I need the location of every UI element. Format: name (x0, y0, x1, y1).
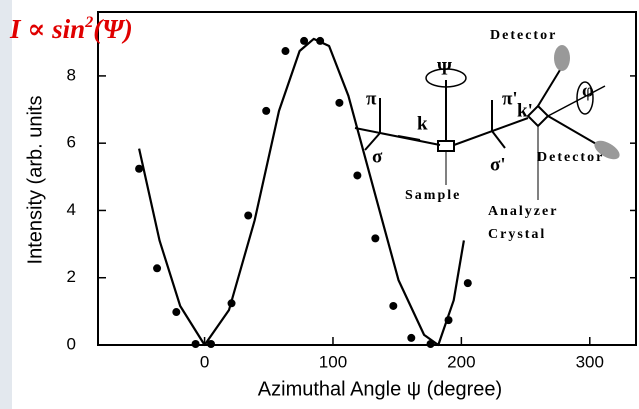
psi-rotation (425, 68, 467, 88)
phi-rotation (576, 81, 594, 115)
beam-right (547, 115, 599, 146)
data-point (206, 339, 215, 348)
inset-diagram (354, 68, 606, 200)
side-strip (0, 0, 12, 409)
beam-out (453, 117, 529, 146)
beam-up (537, 69, 561, 107)
data-point (262, 106, 271, 115)
data-point (172, 308, 181, 317)
inset-symbol: φ (582, 80, 594, 101)
x-tick-label: 100 (319, 352, 347, 371)
inset-label: Detector (537, 150, 604, 165)
detector-top (554, 45, 570, 71)
data-point (191, 339, 200, 348)
inset-symbol: σ' (490, 154, 506, 175)
x-tick-label: 200 (447, 352, 475, 371)
y-tick-label: 6 (67, 133, 76, 152)
sigma-vector (364, 132, 381, 151)
plot-frame (97, 11, 637, 346)
inset-label: Crystal (488, 227, 546, 242)
detector-right (594, 140, 620, 160)
data-point (353, 171, 362, 180)
x-tick-label: 300 (576, 352, 604, 371)
inset-symbol: k (417, 113, 428, 134)
y-tick-label: 8 (67, 65, 76, 84)
y-tick-label: 4 (67, 200, 76, 219)
data-point (281, 47, 290, 56)
formula-arg: (Ψ) (93, 14, 133, 44)
inset-symbol: σ (372, 146, 383, 167)
inset-symbol: π' (502, 88, 518, 109)
data-point (463, 279, 472, 288)
data-point (244, 211, 253, 220)
data-point (335, 98, 344, 107)
formula-base: I ∝ sin (9, 14, 85, 44)
data-point (300, 36, 309, 45)
sigma-prime-vector (491, 130, 506, 149)
inset-symbol: Ψ (437, 58, 452, 79)
formula: I ∝ sin2(Ψ) (9, 14, 133, 45)
sample (437, 140, 455, 152)
x-axis-label: Azimuthal Angle ψ (degree) (258, 378, 502, 400)
y-axis-label: Intensity (arb. units (24, 96, 46, 265)
inset-label: Analyzer (488, 204, 558, 219)
data-point (153, 264, 162, 273)
data-point (135, 164, 144, 173)
formula-sup: 2 (84, 14, 93, 31)
x-tick-label: 0 (200, 352, 209, 371)
data-point (371, 234, 380, 243)
data-point (389, 301, 398, 310)
y-tick-label: 0 (67, 334, 76, 353)
inset-label: Detector (490, 28, 557, 43)
fit-curve (138, 37, 465, 347)
y-tick-label: 2 (67, 267, 76, 286)
inset-label: Sample (405, 188, 461, 203)
inset-symbol: k' (517, 100, 533, 121)
data-point (407, 333, 416, 342)
inset-symbol: π (366, 88, 377, 109)
beam-in (354, 127, 441, 146)
k-vector (397, 135, 421, 141)
